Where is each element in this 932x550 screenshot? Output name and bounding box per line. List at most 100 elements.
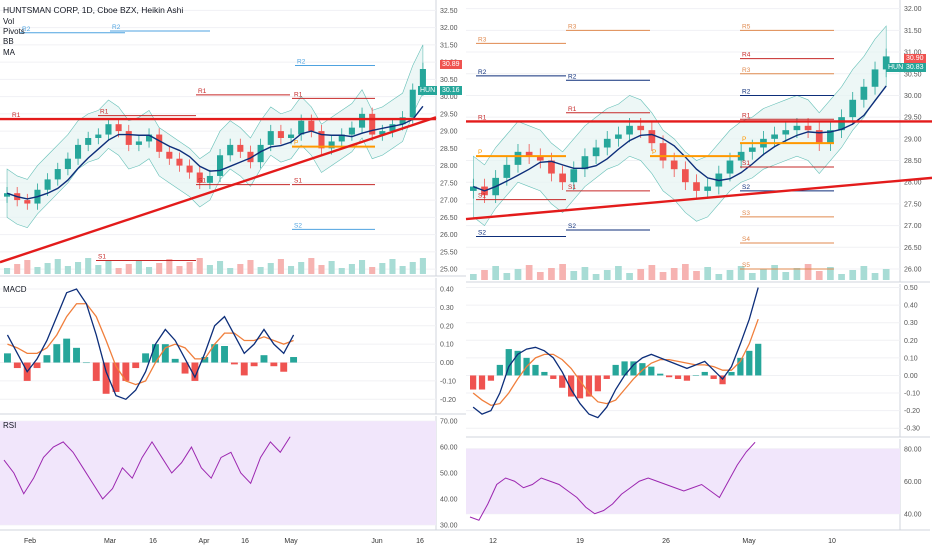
candle (105, 124, 112, 135)
candle (24, 200, 31, 204)
volume-bar (793, 268, 801, 280)
pivot-label: R5 (742, 23, 751, 30)
pivot-label: P (652, 149, 656, 156)
candle (514, 151, 522, 165)
volume-bar (359, 260, 366, 274)
pivot-label: S2 (742, 184, 750, 191)
y-tick-label: 29.50 (440, 111, 458, 118)
candle (95, 134, 102, 138)
macd-histogram-bar (550, 375, 557, 379)
moving-average-line (473, 85, 887, 192)
candle (135, 141, 142, 145)
y-tick-label: -0.30 (904, 426, 920, 433)
macd-signal-line (7, 303, 294, 386)
volume-bar (409, 262, 416, 274)
y-tick-label: 0.50 (904, 285, 918, 292)
pivot-label: R1 (568, 106, 577, 113)
y-tick-label: 32.00 (904, 6, 922, 13)
candle (682, 169, 689, 183)
y-tick-label: 30.00 (440, 522, 458, 529)
candle (156, 134, 163, 152)
pivot-label: R2 (112, 24, 121, 31)
x-tick-label: 16 (416, 538, 424, 545)
volume-bar (470, 274, 477, 280)
volume-bar (186, 262, 193, 274)
candle (581, 156, 589, 170)
candle (237, 144, 244, 152)
candle (548, 160, 555, 174)
volume-bar (277, 259, 284, 274)
volume-bar (559, 264, 566, 280)
volume-bar (693, 271, 700, 280)
right-rsi-pane[interactable]: 80.00 60.00 40.00 (466, 439, 930, 531)
volume-bar (75, 262, 82, 274)
left-time-axis: Feb Mar 16 Apr 16 May Jun 16 (24, 538, 424, 545)
y-tick-label: 28.00 (904, 180, 922, 187)
pivot-label: R1 (12, 112, 21, 119)
rsi-line (469, 441, 756, 521)
left-rsi-pane[interactable]: 70.00 60.00 50.00 40.00 30.00 (0, 416, 466, 531)
macd-histogram-bar (171, 358, 179, 363)
volume-bar (815, 271, 823, 280)
macd-histogram-bar (559, 375, 566, 388)
macd-histogram-bar (63, 338, 71, 363)
macd-histogram-bar (541, 371, 548, 376)
y-tick-label: 27.00 (904, 223, 922, 230)
volume-bar (146, 267, 153, 274)
indicator-ma-label: MA (3, 48, 15, 57)
pivot-label: R1 (742, 112, 751, 119)
macd-histogram-bar (746, 350, 753, 376)
candle (399, 117, 406, 125)
y-tick-label: 40.00 (440, 496, 458, 503)
volume-bar (24, 260, 31, 274)
volume-bar (659, 272, 667, 280)
candle (804, 125, 812, 131)
macd-histogram-bar (701, 371, 708, 376)
macd-histogram-bar (280, 362, 288, 372)
left-price-pane[interactable]: 25.00 25.50 26.00 26.50 27.00 27.50 28.00 28.50… (0, 0, 466, 277)
macd-histogram-bar (82, 362, 90, 364)
indicator-pivots-label: Pivots (3, 27, 25, 36)
y-tick-label: 25.50 (440, 249, 458, 256)
pivot-label: S2 (478, 229, 486, 236)
macd-histogram-bar (621, 361, 628, 376)
macd-histogram-bar (496, 364, 503, 376)
right-price-pane[interactable]: 26.00 26.50 27.00 27.50 28.00 28.50 29.00 29.50… (465, 0, 932, 283)
macd-histogram-bar (102, 362, 110, 394)
y-tick-label: 31.00 (904, 50, 922, 57)
pivot-label: R4 (742, 52, 751, 59)
y-tick-label: 29.50 (904, 115, 922, 122)
macd-histogram-bar (666, 375, 673, 378)
macd-histogram-bar (532, 364, 539, 376)
x-tick-label: May (742, 538, 756, 545)
macd-histogram-bar (43, 355, 51, 363)
volume-bar (54, 259, 61, 274)
right-macd-pane[interactable]: 0.50 0.40 0.30 0.20 0.10 0.00 -0.10 -0.20 -0.30 (466, 284, 930, 438)
candle (693, 182, 700, 191)
macd-histogram-bar (470, 375, 477, 390)
volume-bar (328, 261, 335, 274)
macd-histogram-bar (487, 375, 495, 381)
volume-bar (592, 274, 600, 280)
y-tick-label: 27.00 (440, 198, 458, 205)
volume-bar (196, 258, 203, 274)
y-tick-label: 30.00 (440, 94, 458, 101)
y-tick-label: 0.20 (904, 338, 918, 345)
macd-histogram-bar (692, 375, 699, 376)
candle (525, 151, 533, 157)
left-macd-pane[interactable]: 0.40 0.30 0.20 0.10 0.00 -0.10 -0.20 (0, 278, 466, 415)
x-tick-label: Jun (371, 538, 382, 545)
indicator-vol-label: Vol (3, 17, 15, 26)
volume-bar (206, 265, 213, 274)
y-tick-label: 60.00 (904, 479, 922, 486)
volume-bar (570, 271, 578, 280)
indicator-bb-label: BB (3, 37, 14, 46)
candle (793, 125, 801, 131)
candle (603, 138, 611, 148)
macd-histogram-bar (152, 344, 159, 363)
volume-bar (64, 266, 71, 274)
x-tick-label: 26 (662, 538, 670, 545)
y-tick-label: 80.00 (904, 446, 922, 453)
candle (338, 134, 345, 142)
y-tick-label: 27.50 (904, 201, 922, 208)
